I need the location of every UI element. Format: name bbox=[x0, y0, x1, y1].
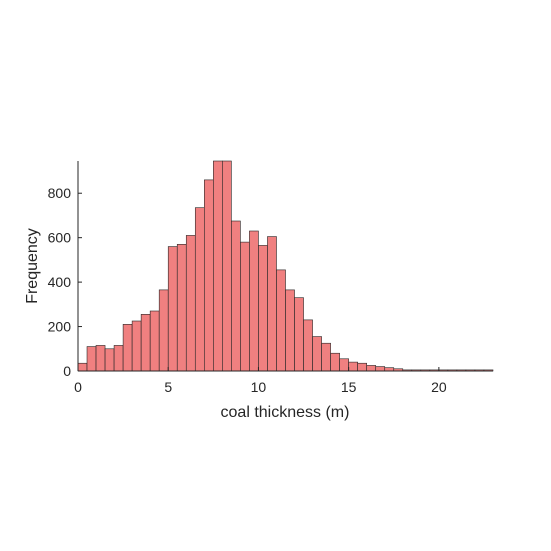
histogram-bar bbox=[131, 320, 142, 372]
y-tick-label: 200 bbox=[48, 319, 72, 335]
y-tick-label: 400 bbox=[48, 274, 72, 290]
histogram-bar bbox=[294, 297, 304, 372]
histogram-bar bbox=[330, 352, 340, 372]
histogram-bar bbox=[86, 346, 97, 372]
bars-group bbox=[77, 160, 494, 372]
histogram-bar bbox=[149, 310, 160, 372]
histogram-bar bbox=[249, 230, 259, 372]
histogram-bar bbox=[167, 246, 178, 372]
y-tick-label: 800 bbox=[48, 185, 72, 201]
histogram-bar bbox=[158, 289, 169, 372]
y-ticks: 0 200 400 600 800 bbox=[48, 185, 82, 379]
histogram-bar bbox=[231, 220, 241, 372]
histogram-bar bbox=[375, 366, 386, 372]
histogram-bar bbox=[176, 244, 187, 372]
histogram-bar bbox=[113, 345, 124, 372]
x-tick-label: 10 bbox=[251, 379, 267, 395]
histogram-bar bbox=[185, 235, 196, 372]
histogram-bar bbox=[77, 362, 88, 372]
histogram-bar bbox=[258, 245, 268, 372]
y-tick-label: 600 bbox=[48, 230, 72, 246]
histogram-bar bbox=[366, 365, 377, 372]
x-ticks: 0 5 10 15 20 bbox=[74, 367, 447, 395]
x-tick-label: 15 bbox=[341, 379, 357, 395]
x-tick-label: 5 bbox=[164, 379, 172, 395]
histogram-bar bbox=[204, 179, 214, 372]
histogram-bar bbox=[285, 289, 295, 372]
histogram-bar bbox=[321, 342, 331, 372]
histogram-bar bbox=[267, 236, 277, 372]
x-tick-label: 20 bbox=[431, 379, 447, 395]
histogram-bar bbox=[140, 314, 151, 372]
y-axis-label: Frequency bbox=[24, 228, 41, 304]
histogram-bar bbox=[194, 207, 205, 372]
histogram-bar bbox=[240, 241, 250, 372]
histogram-bar bbox=[357, 362, 367, 372]
x-tick-label: 0 bbox=[74, 379, 82, 395]
y-tick-label: 0 bbox=[63, 363, 71, 379]
histogram-bar bbox=[339, 358, 349, 372]
histogram-bar bbox=[122, 324, 133, 372]
histogram-bar bbox=[95, 345, 106, 372]
histogram-bar bbox=[312, 336, 322, 372]
histogram-bar bbox=[348, 361, 358, 372]
histogram-bar bbox=[222, 160, 232, 372]
histogram-bar bbox=[213, 160, 223, 372]
histogram-bar bbox=[303, 319, 313, 372]
histogram-bar bbox=[104, 348, 115, 372]
x-axis-label: coal thickness (m) bbox=[221, 404, 350, 421]
histogram-bar bbox=[276, 269, 286, 372]
